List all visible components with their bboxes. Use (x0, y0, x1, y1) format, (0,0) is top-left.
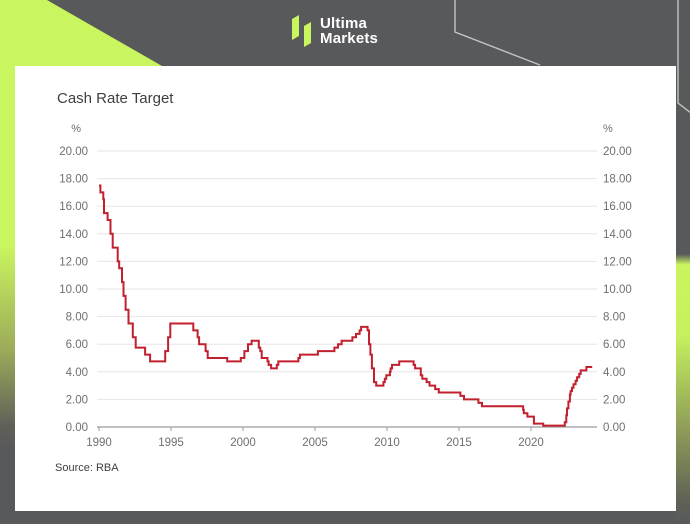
x-tick-label: 1995 (158, 437, 184, 449)
y-tick-label-left: 2.00 (66, 394, 88, 406)
y-tick-label-right: 8.00 (603, 312, 625, 324)
y-tick-label-right: 6.00 (603, 339, 625, 351)
right-green-gradient-strip (675, 0, 690, 524)
x-tick-label: 1990 (86, 437, 112, 449)
y-tick-label-right: 12.00 (603, 256, 632, 268)
logo-text-line2: Markets (320, 29, 379, 47)
x-tick-label: 2010 (374, 437, 400, 449)
y-tick-label-left: 8.00 (66, 312, 88, 324)
y-tick-label-left: 6.00 (66, 339, 88, 351)
y-tick-label-right: 4.00 (603, 367, 625, 379)
chart-title: Cash Rate Target (57, 90, 174, 107)
y-tick-label-right: 20.00 (603, 146, 632, 158)
y-tick-label-right: 10.00 (603, 284, 632, 296)
y-axis-unit-left: % (71, 123, 81, 135)
chart-card: Cash Rate Target 0.00 0.00 2.00 2.00 4.00 4.0… (15, 66, 676, 511)
cash-rate-series-line (99, 184, 593, 427)
y-tick-label-left: 0.00 (66, 422, 88, 434)
y-tick-label-right: 0.00 (603, 422, 625, 434)
left-green-gradient-strip (0, 0, 15, 448)
chart-source: Source: RBA (55, 462, 119, 474)
y-tick-label-left: 20.00 (59, 146, 88, 158)
ultima-markets-logo-text: Ultima Markets (320, 16, 378, 46)
x-tick-label: 2020 (518, 437, 544, 449)
y-tick-label-right: 14.00 (603, 229, 632, 241)
y-tick-label-right: 18.00 (603, 174, 632, 186)
y-tick-label-left: 16.00 (59, 201, 88, 213)
y-tick-label-left: 12.00 (59, 256, 88, 268)
x-tick-label: 2005 (302, 437, 328, 449)
y-tick-label-left: 14.00 (59, 229, 88, 241)
y-tick-label-left: 18.00 (59, 174, 88, 186)
logo-text-line1: Ultima (320, 14, 368, 32)
cash-rate-line-chart: 0.00 0.00 2.00 2.00 4.00 4.00 6.00 6.00 8.00 8.00… (59, 123, 632, 449)
y-tick-label-right: 16.00 (603, 201, 632, 213)
top-left-green-triangle (0, 0, 162, 66)
x-tick-label: 2000 (230, 437, 256, 449)
y-tick-label-right: 2.00 (603, 394, 625, 406)
ultima-markets-logo-icon (292, 15, 311, 47)
y-tick-label-left: 10.00 (59, 284, 88, 296)
ultima-markets-logo: Ultima Markets (291, 14, 378, 47)
y-axis-unit-right: % (603, 123, 613, 135)
y-tick-label-left: 4.00 (66, 367, 88, 379)
x-tick-label: 2015 (446, 437, 472, 449)
